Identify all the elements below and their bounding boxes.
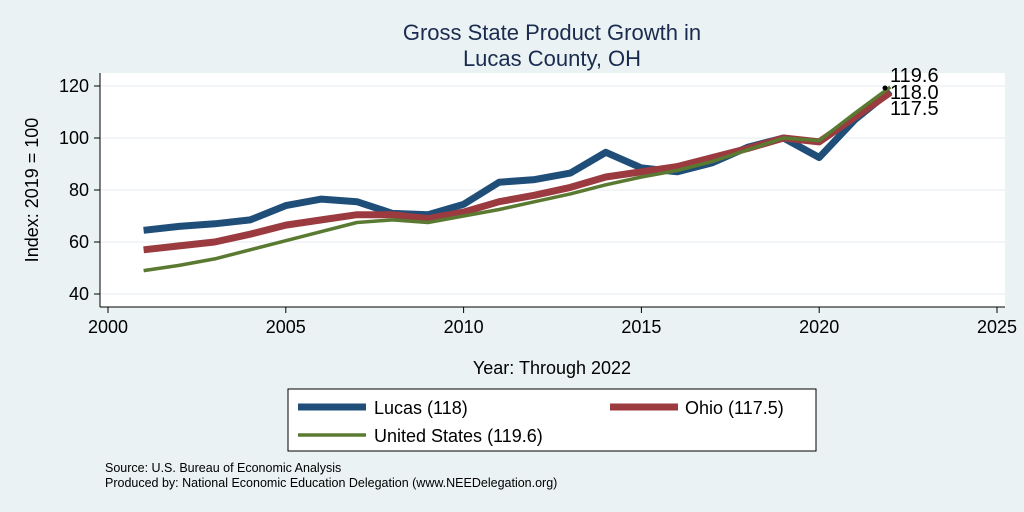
produced-by-note: Produced by: National Economic Education…: [105, 476, 557, 490]
series-lines: [143, 85, 893, 273]
series-line-united-states: [143, 85, 892, 273]
end-marker: [882, 85, 888, 91]
x-tick-label: 2015: [621, 317, 661, 337]
x-axis-title: Year: Through 2022: [473, 358, 631, 378]
x-ticks: 2000 2005 2010 2015 2020 2025: [88, 307, 1017, 337]
legend-box: [287, 388, 817, 452]
y-tick-label: 100: [59, 128, 89, 148]
chart-title-line-2: Lucas County, OH: [463, 46, 641, 71]
x-tick-label: 2000: [88, 317, 128, 337]
y-ticks: 40 60 80 100 120: [59, 76, 100, 304]
y-tick-label: 60: [69, 232, 89, 252]
y-tick-label: 40: [69, 284, 89, 304]
y-axis-title: Index: 2019 = 100: [22, 118, 42, 263]
legend: Lucas (118) Ohio (117.5) United States (…: [287, 388, 817, 452]
y-tick-label: 120: [59, 76, 89, 96]
legend-label-ohio: Ohio (117.5): [685, 398, 784, 418]
y-tick-label: 80: [69, 180, 89, 200]
chart-title-line-1: Gross State Product Growth in: [403, 20, 701, 45]
legend-label-lucas: Lucas (118): [374, 398, 468, 418]
legend-label-united-states: United States (119.6): [374, 426, 543, 446]
x-tick-label: 2005: [266, 317, 306, 337]
x-tick-label: 2025: [977, 317, 1017, 337]
x-tick-label: 2020: [799, 317, 839, 337]
end-label-lucas: 118.0: [890, 82, 939, 104]
x-tick-label: 2010: [444, 317, 484, 337]
source-note: Source: U.S. Bureau of Economic Analysis: [105, 461, 341, 475]
end-label-ohio: 117.5: [890, 98, 939, 120]
end-label-us: 119.6: [890, 65, 939, 87]
